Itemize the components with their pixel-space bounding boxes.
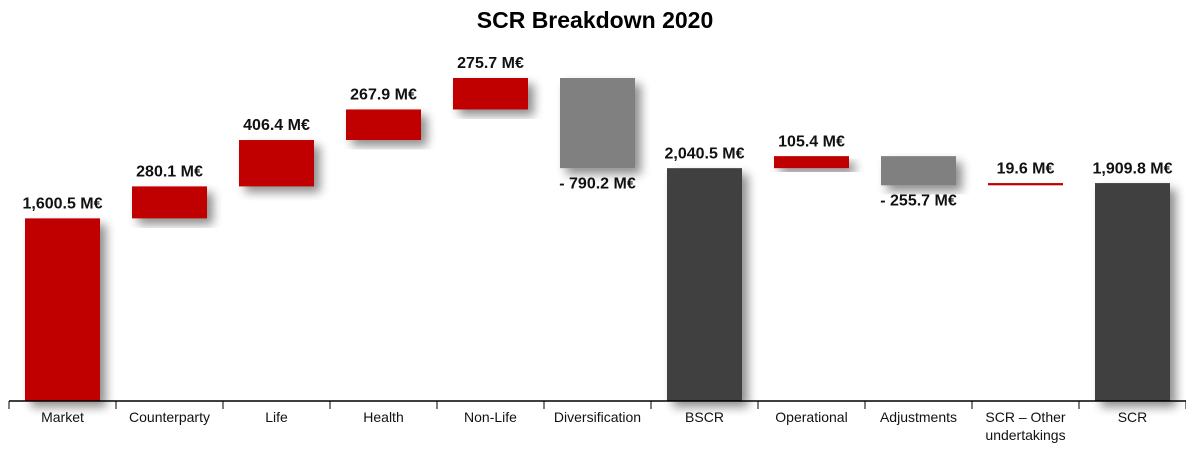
x-tick-label: Health	[363, 409, 404, 425]
value-label: 406.4 M€	[243, 117, 310, 134]
value-label: 275.7 M€	[457, 55, 524, 72]
value-label: 19.6 M€	[997, 160, 1055, 177]
x-tick-label: SCR – Other undertakings	[985, 409, 1066, 443]
x-tick-label: Diversification	[553, 409, 642, 425]
value-label: - 790.2 M€	[559, 175, 636, 192]
value-label: 2,040.5 M€	[664, 145, 744, 162]
bar	[132, 186, 207, 219]
value-label: - 255.7 M€	[880, 193, 957, 210]
x-tick-label: SCR	[1117, 409, 1148, 425]
bar	[560, 78, 635, 169]
value-label: 267.9 M€	[350, 87, 417, 104]
chart-title: SCR Breakdown 2020	[477, 7, 713, 33]
x-tick-label: Counterparty	[129, 409, 210, 425]
bar	[25, 218, 100, 401]
bar	[346, 109, 421, 141]
bar	[453, 78, 528, 110]
bar	[881, 156, 956, 186]
bar	[774, 156, 849, 169]
value-label: 1,909.8 M€	[1092, 160, 1172, 177]
x-tick-label: Market	[41, 409, 84, 425]
value-label: 280.1 M€	[136, 164, 203, 181]
x-tick-label: Adjustments	[879, 409, 958, 425]
value-label: 105.4 M€	[778, 133, 845, 150]
x-tick-label: BSCR	[685, 409, 724, 425]
value-label: 1,600.5 M€	[22, 196, 102, 213]
x-tick-label: Operational	[775, 409, 848, 425]
x-tick-label: Life	[265, 409, 288, 425]
bar	[1095, 183, 1170, 401]
x-tick-label: Non-Life	[464, 409, 517, 425]
bar	[239, 140, 314, 187]
bar	[667, 168, 742, 401]
bar	[988, 183, 1063, 186]
